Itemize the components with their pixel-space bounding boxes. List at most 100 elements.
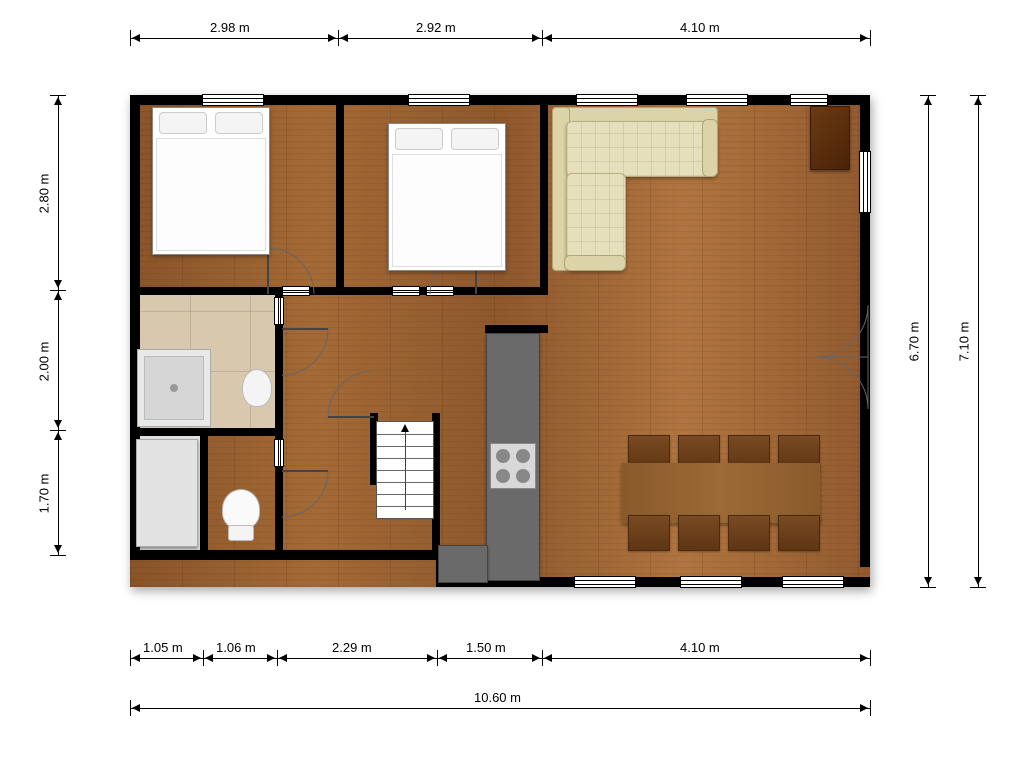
- arrow: [54, 292, 62, 300]
- dim-bo-t0: [130, 700, 131, 716]
- opening-wc: [274, 439, 284, 467]
- arrow: [328, 34, 336, 42]
- dim-left-t1: [50, 290, 66, 291]
- window-top-5: [790, 94, 828, 106]
- dim-bi-t5: [870, 650, 871, 666]
- dim-top-2: 4.10 m: [680, 20, 720, 35]
- opening-hall-2: [392, 286, 420, 296]
- opening-hall-3: [426, 286, 454, 296]
- arrow: [974, 577, 982, 585]
- dim-top-t2: [542, 30, 543, 46]
- arrow: [54, 280, 62, 288]
- dim-bi-line: [130, 658, 870, 659]
- dim-bi-0: 1.05 m: [143, 640, 183, 655]
- dim-bi-t4: [542, 650, 543, 666]
- arrow: [532, 34, 540, 42]
- arrow: [54, 432, 62, 440]
- arrow: [974, 97, 982, 105]
- window-top-4: [686, 94, 748, 106]
- arrow: [279, 654, 287, 662]
- kitchen-counter-2: [438, 545, 488, 583]
- arrow: [132, 34, 140, 42]
- arrow: [860, 704, 868, 712]
- arrow: [544, 34, 552, 42]
- toilet: [222, 489, 260, 541]
- chair-b2: [678, 515, 720, 551]
- bed-2: [388, 123, 506, 271]
- dim-top-t0: [130, 30, 131, 46]
- dim-bo-t1: [870, 700, 871, 716]
- chair-b1: [628, 515, 670, 551]
- arrow: [924, 577, 932, 585]
- dim-bi-t0: [130, 650, 131, 666]
- arrow: [193, 654, 201, 662]
- arrow: [924, 97, 932, 105]
- dim-top-line: [130, 38, 870, 39]
- dim-left-0: 2.80 m: [36, 174, 51, 214]
- arrow: [544, 654, 552, 662]
- arrow: [132, 704, 140, 712]
- window-bot-2: [680, 576, 742, 588]
- dim-left-2: 1.70 m: [36, 474, 51, 514]
- dim-bi-2: 2.29 m: [332, 640, 372, 655]
- dim-ro-t0: [970, 95, 986, 96]
- dim-right-inner-line: [928, 95, 929, 587]
- wall-counter-top: [485, 325, 548, 333]
- dim-bo: 10.60 m: [474, 690, 521, 705]
- arrow: [860, 34, 868, 42]
- stairs: [376, 421, 434, 519]
- dim-ri-t1: [920, 587, 936, 588]
- dim-left-line: [58, 95, 59, 555]
- dining-table: [622, 463, 820, 523]
- wall-bath-right: [275, 291, 283, 555]
- wall-wc-storage: [200, 432, 208, 554]
- dim-left-t3: [50, 555, 66, 556]
- sofa-l: [552, 107, 718, 271]
- floorplan-canvas: 2.98 m 2.92 m 4.10 m 2.80 m 2.00 m 1.70 …: [0, 0, 1024, 768]
- arrow: [54, 420, 62, 428]
- bathroom-sink: [242, 369, 272, 407]
- arrow: [205, 654, 213, 662]
- dim-right-overall-line: [978, 95, 979, 587]
- shower: [137, 349, 211, 427]
- dim-top-1: 2.92 m: [416, 20, 456, 35]
- cabinet: [810, 106, 850, 170]
- window-top-3: [576, 94, 638, 106]
- dim-top-t1: [338, 30, 339, 46]
- chair-b4: [778, 515, 820, 551]
- arrow: [132, 654, 140, 662]
- dim-bi-t2: [277, 650, 278, 666]
- dim-ri-t0: [920, 95, 936, 96]
- opening-hall-1: [282, 286, 310, 296]
- arrow: [427, 654, 435, 662]
- dim-right-inner: 6.70 m: [906, 322, 921, 362]
- wall-bed1-bed2: [336, 95, 344, 295]
- wall-outer-bottom-left: [130, 550, 442, 560]
- dim-left-t0: [50, 95, 66, 96]
- window-bot-1: [574, 576, 636, 588]
- dim-top-0: 2.98 m: [210, 20, 250, 35]
- dim-bi-4: 4.10 m: [680, 640, 720, 655]
- opening-bath: [274, 297, 284, 325]
- wall-bed2-living: [540, 95, 548, 295]
- arrow: [267, 654, 275, 662]
- arrow: [532, 654, 540, 662]
- dim-bi-1: 1.06 m: [216, 640, 256, 655]
- dim-bi-3: 1.50 m: [466, 640, 506, 655]
- chair-b3: [728, 515, 770, 551]
- bed-1: [152, 107, 270, 255]
- arrow: [860, 654, 868, 662]
- arrow: [54, 545, 62, 553]
- dim-right-overall: 7.10 m: [956, 322, 971, 362]
- dim-ro-t1: [970, 587, 986, 588]
- dim-left-1: 2.00 m: [36, 342, 51, 382]
- arrow: [439, 654, 447, 662]
- floorplan: [130, 95, 870, 587]
- dim-bo-line: [130, 708, 870, 709]
- arrow: [340, 34, 348, 42]
- window-top-1: [202, 94, 264, 106]
- hob: [490, 443, 536, 489]
- window-top-2: [408, 94, 470, 106]
- dim-bi-t3: [437, 650, 438, 666]
- dim-bi-t1: [203, 650, 204, 666]
